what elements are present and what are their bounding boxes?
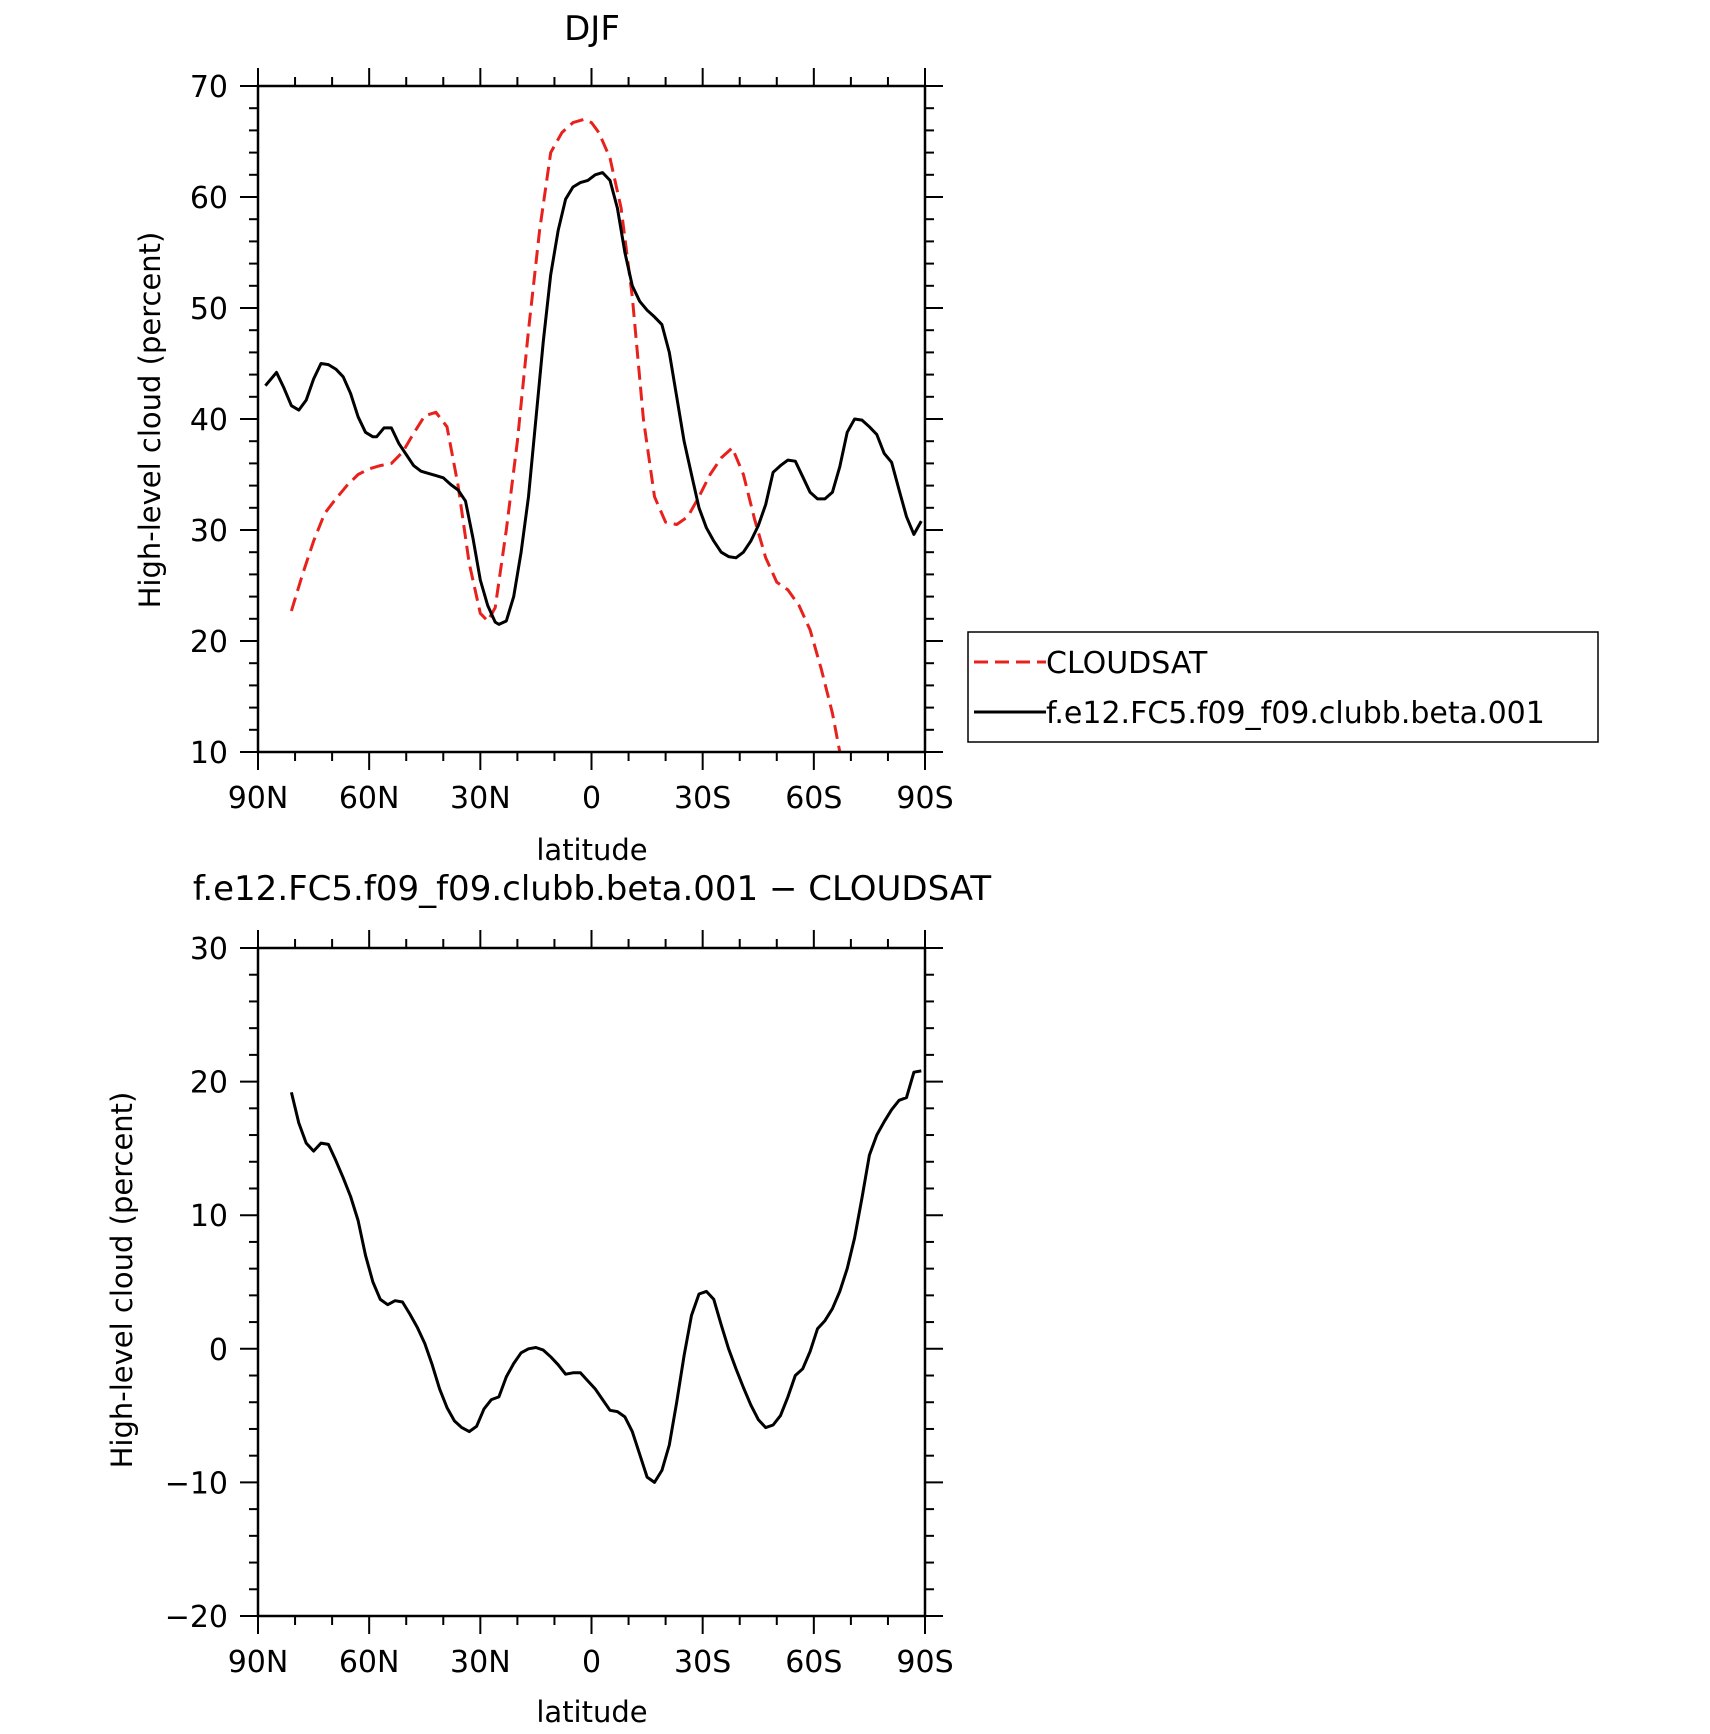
x-tick-label: 30S bbox=[674, 781, 731, 816]
top-axes: 90N 60N 30N 0 30S 60S 90S 10 20 30 40 50 60 70 bbox=[190, 68, 954, 816]
y-tick-label: 60 bbox=[190, 181, 228, 216]
panel-bottom: f.e12.FC5.f09_f09.clubb.beta.001 − CLOUD… bbox=[105, 869, 991, 1729]
x-tick-label: 60N bbox=[339, 781, 400, 816]
top-y-axis-title: High-level cloud (percent) bbox=[133, 232, 167, 609]
x-tick-label: 30N bbox=[450, 781, 511, 816]
y-tick-label: 10 bbox=[190, 1199, 228, 1234]
x-tick-label: 90S bbox=[896, 781, 953, 816]
top-plot-title: DJF bbox=[564, 9, 620, 49]
legend-label-model: f.e12.FC5.f09_f09.clubb.beta.001 bbox=[1046, 696, 1545, 731]
bottom-axes: 90N 60N 30N 0 30S 60S 90S −20 −10 0 10 20 30 bbox=[165, 930, 954, 1680]
y-tick-label: 70 bbox=[190, 70, 228, 105]
y-tick-label: 20 bbox=[190, 625, 228, 660]
series-line-0 bbox=[289, 1069, 922, 1484]
x-tick-label: 0 bbox=[582, 781, 601, 816]
x-tick-label: 0 bbox=[582, 1645, 601, 1680]
x-tick-label: 90S bbox=[896, 1645, 953, 1680]
y-tick-label: 0 bbox=[209, 1333, 228, 1368]
y-tick-label: 10 bbox=[190, 736, 228, 771]
series-line-0 bbox=[289, 117, 842, 753]
y-tick-label: 30 bbox=[190, 932, 228, 967]
bottom-plot-title: f.e12.FC5.f09_f09.clubb.beta.001 − CLOUD… bbox=[193, 869, 992, 909]
x-tick-label: 30S bbox=[674, 1645, 731, 1680]
x-tick-label: 30N bbox=[450, 1645, 511, 1680]
top-x-axis-title: latitude bbox=[536, 833, 647, 867]
bottom-y-axis-title: High-level cloud (percent) bbox=[105, 1092, 139, 1469]
y-tick-label: 20 bbox=[190, 1066, 228, 1101]
y-tick-label: 30 bbox=[190, 514, 228, 549]
x-tick-label: 60S bbox=[785, 781, 842, 816]
y-tick-label: 40 bbox=[190, 403, 228, 438]
plot-frame bbox=[256, 946, 927, 1618]
y-tick-label: 50 bbox=[190, 292, 228, 327]
y-tick-label: −10 bbox=[165, 1466, 228, 1501]
x-tick-label: 60N bbox=[339, 1645, 400, 1680]
bottom-series-layer bbox=[289, 1069, 922, 1484]
x-tick-label: 90N bbox=[228, 1645, 289, 1680]
top-series-layer bbox=[264, 117, 923, 753]
x-tick-label: 90N bbox=[228, 781, 289, 816]
series-line-1 bbox=[264, 171, 923, 626]
y-tick-label: −20 bbox=[165, 1600, 228, 1635]
bottom-x-axis-title: latitude bbox=[536, 1695, 647, 1729]
panel-top: DJF 90N 60N 30N 0 30S 60S 90S 10 20 30 40 50 60 70 la… bbox=[133, 9, 1599, 867]
legend-box bbox=[967, 631, 1599, 743]
legend-label-cloudsat: CLOUDSAT bbox=[1046, 646, 1208, 681]
legend: CLOUDSAT f.e12.FC5.f09_f09.clubb.beta.00… bbox=[967, 631, 1599, 743]
x-tick-label: 60S bbox=[785, 1645, 842, 1680]
